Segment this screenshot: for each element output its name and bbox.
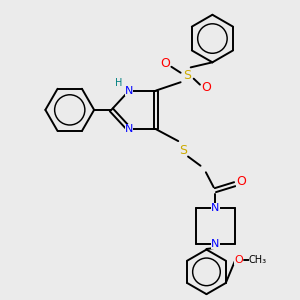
Text: N: N (211, 203, 220, 213)
Text: S: S (183, 69, 191, 82)
Text: O: O (160, 57, 170, 70)
Text: O: O (202, 81, 212, 94)
Text: N: N (211, 238, 220, 249)
Text: O: O (234, 255, 243, 265)
Text: S: S (179, 143, 187, 157)
Text: N: N (125, 124, 134, 134)
Text: CH₃: CH₃ (248, 255, 267, 265)
Text: H: H (115, 78, 122, 88)
Text: O: O (236, 175, 246, 188)
Text: N: N (125, 85, 134, 96)
